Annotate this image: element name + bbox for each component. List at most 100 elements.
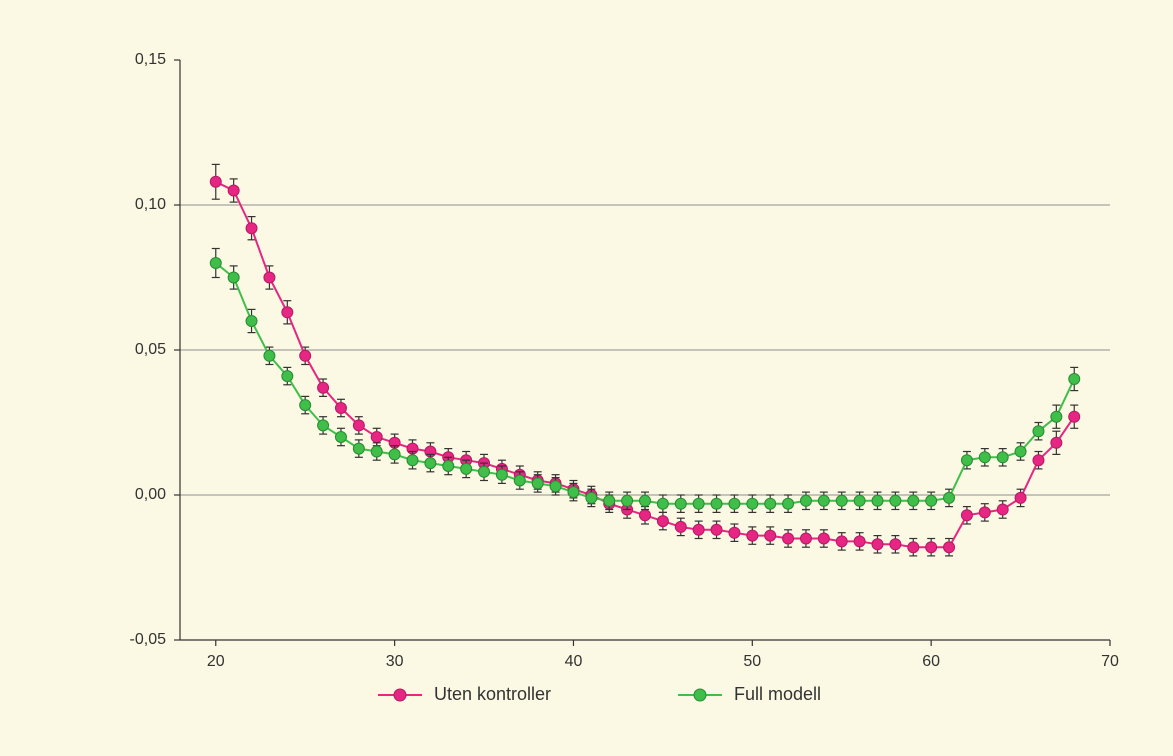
marker-full <box>747 498 758 509</box>
marker-full <box>514 475 525 486</box>
marker-full <box>890 495 901 506</box>
marker-full <box>836 495 847 506</box>
marker-full <box>335 432 346 443</box>
marker-full <box>818 495 829 506</box>
marker-uten <box>300 350 311 361</box>
marker-full <box>872 495 883 506</box>
marker-full <box>729 498 740 509</box>
x-tick-label: 30 <box>386 653 404 670</box>
marker-full <box>496 469 507 480</box>
marker-full <box>979 452 990 463</box>
marker-full <box>657 498 668 509</box>
marker-full <box>228 272 239 283</box>
chart-svg: -0,05 0,00 0,05 0,10 0,15 20 30 40 50 60 70 Uten ko… <box>0 0 1173 756</box>
marker-full <box>353 443 364 454</box>
marker-uten <box>711 524 722 535</box>
marker-full <box>550 481 561 492</box>
marker-full <box>1069 374 1080 385</box>
marker-uten <box>353 420 364 431</box>
marker-full <box>675 498 686 509</box>
marker-full <box>389 449 400 460</box>
legend-label: Uten kontroller <box>434 684 551 704</box>
marker-uten <box>944 542 955 553</box>
marker-full <box>800 495 811 506</box>
marker-full <box>210 258 221 269</box>
marker-full <box>693 498 704 509</box>
y-tick-label: 0,00 <box>135 486 166 503</box>
marker-uten <box>1015 492 1026 503</box>
chart-container: -0,05 0,00 0,05 0,10 0,15 20 30 40 50 60 70 Uten ko… <box>0 0 1173 756</box>
marker-uten <box>854 536 865 547</box>
marker-uten <box>1033 455 1044 466</box>
marker-full <box>1015 446 1026 457</box>
marker-full <box>300 400 311 411</box>
y-tick-label: 0,05 <box>135 341 166 358</box>
marker-full <box>425 458 436 469</box>
marker-uten <box>693 524 704 535</box>
marker-full <box>318 420 329 431</box>
marker-full <box>282 371 293 382</box>
marker-uten <box>318 382 329 393</box>
marker-full <box>532 478 543 489</box>
marker-uten <box>836 536 847 547</box>
marker-full <box>461 463 472 474</box>
marker-uten <box>747 530 758 541</box>
marker-uten <box>210 176 221 187</box>
y-tick-label: 0,10 <box>135 196 166 213</box>
marker-uten <box>1069 411 1080 422</box>
marker-uten <box>800 533 811 544</box>
marker-full <box>711 498 722 509</box>
marker-full <box>944 492 955 503</box>
marker-uten <box>246 223 257 234</box>
x-tick-label: 50 <box>743 653 761 670</box>
marker-full <box>783 498 794 509</box>
x-tick-label: 70 <box>1101 653 1119 670</box>
marker-full <box>765 498 776 509</box>
legend-label: Full modell <box>734 684 821 704</box>
marker-full <box>586 492 597 503</box>
legend-marker <box>394 689 406 701</box>
marker-uten <box>908 542 919 553</box>
y-tick-label: 0,15 <box>135 51 166 68</box>
marker-full <box>246 316 257 327</box>
marker-full <box>568 487 579 498</box>
marker-uten <box>282 307 293 318</box>
marker-uten <box>818 533 829 544</box>
marker-uten <box>729 527 740 538</box>
marker-uten <box>765 530 776 541</box>
marker-uten <box>961 510 972 521</box>
marker-uten <box>228 185 239 196</box>
marker-full <box>407 455 418 466</box>
chart-background <box>0 0 1173 756</box>
marker-full <box>479 466 490 477</box>
legend-marker <box>694 689 706 701</box>
marker-full <box>926 495 937 506</box>
x-tick-label: 20 <box>207 653 225 670</box>
marker-uten <box>657 516 668 527</box>
marker-uten <box>872 539 883 550</box>
marker-full <box>264 350 275 361</box>
marker-full <box>997 452 1008 463</box>
marker-uten <box>675 521 686 532</box>
marker-full <box>640 495 651 506</box>
marker-uten <box>371 432 382 443</box>
marker-full <box>961 455 972 466</box>
marker-uten <box>1051 437 1062 448</box>
x-tick-label: 60 <box>922 653 940 670</box>
marker-full <box>604 495 615 506</box>
marker-full <box>443 461 454 472</box>
marker-uten <box>890 539 901 550</box>
marker-full <box>908 495 919 506</box>
y-tick-label: -0,05 <box>130 631 167 648</box>
x-tick-label: 40 <box>565 653 583 670</box>
marker-uten <box>264 272 275 283</box>
marker-uten <box>640 510 651 521</box>
marker-uten <box>997 504 1008 515</box>
marker-full <box>854 495 865 506</box>
marker-uten <box>979 507 990 518</box>
marker-full <box>622 495 633 506</box>
marker-full <box>371 446 382 457</box>
marker-uten <box>926 542 937 553</box>
marker-uten <box>335 403 346 414</box>
marker-full <box>1033 426 1044 437</box>
